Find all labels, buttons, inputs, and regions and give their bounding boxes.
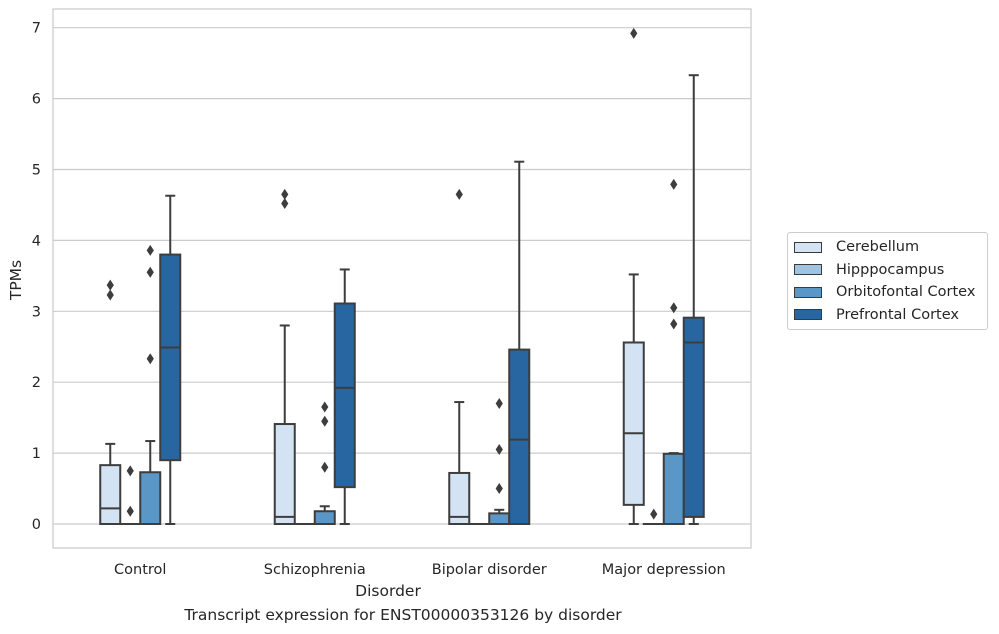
legend-item-hippocampus: Hipppocampus <box>788 259 987 282</box>
grid-lines <box>53 27 751 525</box>
legend-swatch <box>794 286 822 298</box>
legend-swatch <box>794 264 822 276</box>
x-tick-label: Schizophrenia <box>264 562 366 578</box>
box-body <box>99 464 122 526</box>
legend-label: Hipppocampus <box>836 261 945 278</box>
y-axis-label: TPMs <box>7 260 25 301</box>
box-prefrontal-cortex <box>682 74 705 525</box>
outlier-point <box>281 198 289 210</box>
outlier-point <box>455 188 463 200</box>
outlier-point <box>146 266 154 278</box>
legend-label: Prefrontal Cortex <box>836 306 959 323</box>
legend-item-orbitofrontal-cortex: Orbitofontal Cortex <box>788 281 987 304</box>
legend-label: Cerebellum <box>836 239 920 256</box>
box-orbitofontal-cortex <box>488 397 511 525</box>
outlier-point <box>146 244 154 256</box>
chart-caption: Transcript expression for ENST0000035312… <box>184 606 622 624</box>
box-hipppocampus <box>642 508 665 526</box>
y-tick-label: 0 <box>32 517 41 533</box>
legend: Cerebellum Hipppocampus Orbitofontal Cor… <box>787 232 988 330</box>
box-body <box>159 253 182 462</box>
legend-swatch <box>794 241 822 253</box>
outlier-point <box>630 27 638 39</box>
x-tick-labels: Control Schizophrenia Bipolar disorder Majo… <box>114 562 726 578</box>
outlier-point <box>495 483 503 495</box>
box-body <box>273 423 296 526</box>
y-tick-labels: 0 1 2 3 4 5 6 7 <box>32 21 41 533</box>
x-tick-label: Major depression <box>602 562 726 578</box>
box-body <box>313 510 336 526</box>
box-orbitofontal-cortex <box>662 178 685 525</box>
x-tick-label: Bipolar disorder <box>432 562 547 578</box>
box-body <box>662 452 685 525</box>
outlier-point <box>650 508 658 520</box>
legend-item-cerebellum: Cerebellum <box>788 236 987 259</box>
box-prefrontal-cortex <box>333 268 356 525</box>
outlier-point <box>670 318 678 330</box>
outlier-point <box>495 444 503 456</box>
plot-frame <box>52 8 752 549</box>
y-tick-label: 7 <box>32 21 41 37</box>
y-tick-label: 4 <box>32 233 41 249</box>
box-prefrontal-cortex <box>159 194 182 525</box>
x-tick-label: Control <box>114 562 166 578</box>
y-tick-label: 6 <box>32 92 41 108</box>
box-body <box>333 302 356 489</box>
outlier-point <box>106 279 114 291</box>
y-tick-label: 2 <box>32 375 41 391</box>
legend-swatch <box>794 309 822 321</box>
outlier-point <box>670 302 678 314</box>
legend-item-prefrontal-cortex: Prefrontal Cortex <box>788 304 987 327</box>
box-body <box>622 341 645 506</box>
box-series <box>99 27 705 526</box>
box-hipppocampus <box>119 465 142 526</box>
outlier-point <box>670 178 678 190</box>
outlier-point <box>321 415 329 427</box>
y-tick-label: 5 <box>32 163 41 179</box>
outlier-point <box>106 289 114 301</box>
box-body <box>448 471 471 525</box>
box-cerebellum <box>99 279 122 526</box>
box-body <box>508 348 531 525</box>
outlier-point <box>321 461 329 473</box>
y-tick-label: 3 <box>32 304 41 320</box>
legend-label: Orbitofontal Cortex <box>836 284 976 301</box>
box-body <box>682 316 705 518</box>
box-cerebellum <box>622 27 645 525</box>
box-prefrontal-cortex <box>508 160 531 525</box>
box-cerebellum <box>448 188 471 525</box>
outlier-point <box>146 353 154 365</box>
outlier-point <box>126 465 134 477</box>
x-axis-label: Disorder <box>355 582 421 600</box>
outlier-point <box>495 397 503 409</box>
y-tick-label: 1 <box>32 446 41 462</box>
box-cerebellum <box>273 188 296 526</box>
box-orbitofontal-cortex <box>313 401 336 526</box>
box-body <box>139 471 162 526</box>
box-orbitofontal-cortex <box>139 244 162 526</box>
outlier-point <box>281 188 289 200</box>
outlier-point <box>126 505 134 517</box>
outlier-point <box>321 401 329 413</box>
box-body <box>488 512 511 525</box>
